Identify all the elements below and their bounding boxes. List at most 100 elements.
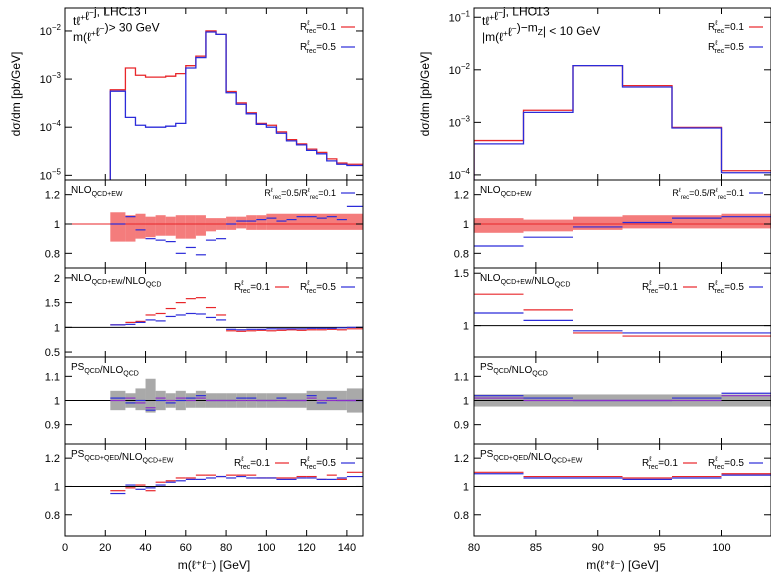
legend-r: R bbox=[300, 458, 307, 469]
y-tick-label: 0.5 bbox=[45, 347, 60, 359]
panel-title-line-2-part: ℓ bbox=[96, 25, 100, 39]
panel-label-sub: QCD+QED bbox=[84, 455, 119, 462]
uncertainty-band bbox=[721, 213, 771, 229]
uncertainty-band bbox=[226, 216, 237, 230]
y-tick-label: 1.2 bbox=[45, 190, 60, 202]
uncertainty-band bbox=[125, 215, 136, 242]
y-tick-base: 10 bbox=[449, 117, 461, 129]
y-tick-label: 10−4 bbox=[449, 167, 471, 182]
panel-label-part: NLO bbox=[480, 273, 501, 284]
legend-r: R bbox=[234, 458, 241, 469]
legend-r: R bbox=[642, 282, 649, 293]
legend-entry-r05: Rℓ rec=0.5 bbox=[708, 280, 763, 295]
x-tick-label: 140 bbox=[338, 542, 356, 554]
panel-label-part: /NLO bbox=[509, 365, 533, 376]
ratio-legend-label: Rℓrec=0.5/Rℓrec=0.1 bbox=[672, 187, 744, 201]
panel-label-sub: QCD+EW bbox=[552, 458, 583, 465]
legend-value: =0.1 bbox=[250, 458, 270, 469]
legend-entry-r01: Rℓ rec=0.1 bbox=[642, 280, 697, 295]
ratio-legend-part: =0.1 bbox=[726, 188, 744, 198]
legend-sub: rec bbox=[649, 288, 659, 295]
y-tick-label: 1.5 bbox=[454, 268, 469, 280]
panel-title-line-2-part: ℓ bbox=[508, 25, 512, 39]
ratio-legend-part: rec bbox=[273, 195, 281, 201]
panel-title-line-2-sub: Z bbox=[538, 27, 543, 37]
legend-r: R bbox=[708, 458, 715, 469]
uncertainty-band bbox=[145, 216, 156, 238]
panel-label-part: /NLO bbox=[122, 276, 146, 287]
y-tick-exp: −1 bbox=[461, 9, 471, 18]
plot-area bbox=[474, 64, 771, 180]
panel-label: PSQCD/NLOQCD bbox=[480, 362, 548, 378]
legend-sup: ℓ bbox=[306, 20, 310, 27]
panel-title-line-1: tℓ+ℓ−j, LHC13 bbox=[73, 4, 141, 28]
panel-title-line-2-sup: − bbox=[512, 23, 517, 33]
legend-sup: ℓ bbox=[714, 20, 718, 27]
panel-title-line-1-part: j, LHC13 bbox=[93, 4, 141, 18]
y-tick-exp: −3 bbox=[461, 114, 471, 123]
uncertainty-band bbox=[175, 215, 186, 239]
ratio-legend-part: ℓ bbox=[308, 187, 310, 194]
legend-sub: rec bbox=[241, 464, 251, 471]
legend-entry-r01-label: Rℓ rec=0.1 bbox=[234, 280, 270, 295]
y-tick-exp: −2 bbox=[52, 23, 62, 32]
ratio-legend-part: rec bbox=[681, 195, 689, 201]
panel-title-line-1: tℓ+ℓ−j, LHC13 bbox=[482, 4, 550, 28]
legend-sub: rec bbox=[307, 464, 317, 471]
panel-title-line-2: |m(ℓ+ℓ−)−mZ| < 10 GeV bbox=[482, 20, 600, 44]
x-tick-label: 100 bbox=[257, 542, 275, 554]
y-axis-label: dσ/dm [pb/GeV] bbox=[418, 52, 432, 137]
x-tick-label: 120 bbox=[297, 542, 315, 554]
uncertainty-band bbox=[195, 215, 206, 236]
panel-label-sub: QCD+EW bbox=[501, 191, 532, 198]
panel-label-part: NLO bbox=[71, 185, 92, 196]
legend-entry-r05: Rℓ rec=0.5 bbox=[708, 456, 763, 471]
panel-label-sub: QCD bbox=[123, 371, 139, 378]
legend-sub: rec bbox=[649, 464, 659, 471]
legend-sup: ℓ bbox=[714, 456, 718, 463]
y-tick-label: 1.2 bbox=[454, 453, 469, 465]
legend-sub: rec bbox=[715, 464, 725, 471]
x-tick-label: 20 bbox=[99, 542, 111, 554]
panel-label: PSQCD+QED/NLOQCD+EW bbox=[480, 449, 583, 465]
y-tick-label: 1.5 bbox=[45, 298, 60, 310]
y-axis-label: dσ/dm [pb/GeV] bbox=[9, 52, 23, 137]
plot-area bbox=[65, 297, 363, 332]
ratio-legend-part: =0.5/R bbox=[281, 188, 308, 198]
legend-entry-r05: Rℓ rec=0.5 bbox=[300, 456, 355, 471]
legend-entry-r05-label: Rℓ rec=0.5 bbox=[300, 280, 336, 295]
x-axis-label: m(ℓ⁺ℓ⁻) [GeV] bbox=[586, 558, 658, 572]
y-tick-label: 1 bbox=[54, 219, 60, 231]
panel-label-part: NLO bbox=[480, 185, 501, 196]
legend-sup: ℓ bbox=[714, 280, 718, 287]
ratio-legend-part: =0.5/R bbox=[689, 188, 716, 198]
panel-label: PSQCD/NLOQCD bbox=[71, 362, 139, 378]
x-tick-label: 80 bbox=[468, 542, 480, 554]
legend-entry-r01-label: Rℓ rec=0.1 bbox=[300, 20, 336, 35]
uncertainty-band bbox=[236, 216, 247, 229]
panel-label-part: /NLO bbox=[119, 452, 143, 463]
y-tick-label: 1 bbox=[463, 219, 469, 231]
uncertainty-band bbox=[474, 218, 524, 233]
panel-label-part: /NLO bbox=[531, 276, 555, 287]
legend-entry-r05-label: Rℓ rec=0.5 bbox=[300, 40, 336, 55]
ratio-legend-part: ℓ bbox=[271, 187, 273, 194]
legend-sub: rec bbox=[307, 288, 317, 295]
legend-sup: ℓ bbox=[240, 456, 244, 463]
ratio-legend-part: rec bbox=[310, 195, 318, 201]
y-tick-label: 10−1 bbox=[449, 9, 471, 24]
y-tick-label: 1 bbox=[54, 481, 60, 493]
legend-entry-r05-label: Rℓ rec=0.5 bbox=[300, 456, 336, 471]
legend-entry-r01: Rℓ rec=0.1 bbox=[708, 20, 763, 35]
legend-r: R bbox=[300, 22, 307, 33]
y-tick-label: 1 bbox=[463, 321, 469, 333]
uncertainty-band bbox=[246, 215, 257, 230]
legend-value: =0.5 bbox=[316, 458, 336, 469]
legend-value: =0.1 bbox=[658, 458, 678, 469]
legend-sub: rec bbox=[307, 28, 317, 35]
legend-entry-r01-label: Rℓ rec=0.1 bbox=[642, 456, 678, 471]
panel-title-line-1-part: j, LHC13 bbox=[502, 4, 550, 18]
panel-label-sub: QCD bbox=[532, 371, 548, 378]
panel-label-part: PS bbox=[480, 362, 494, 373]
